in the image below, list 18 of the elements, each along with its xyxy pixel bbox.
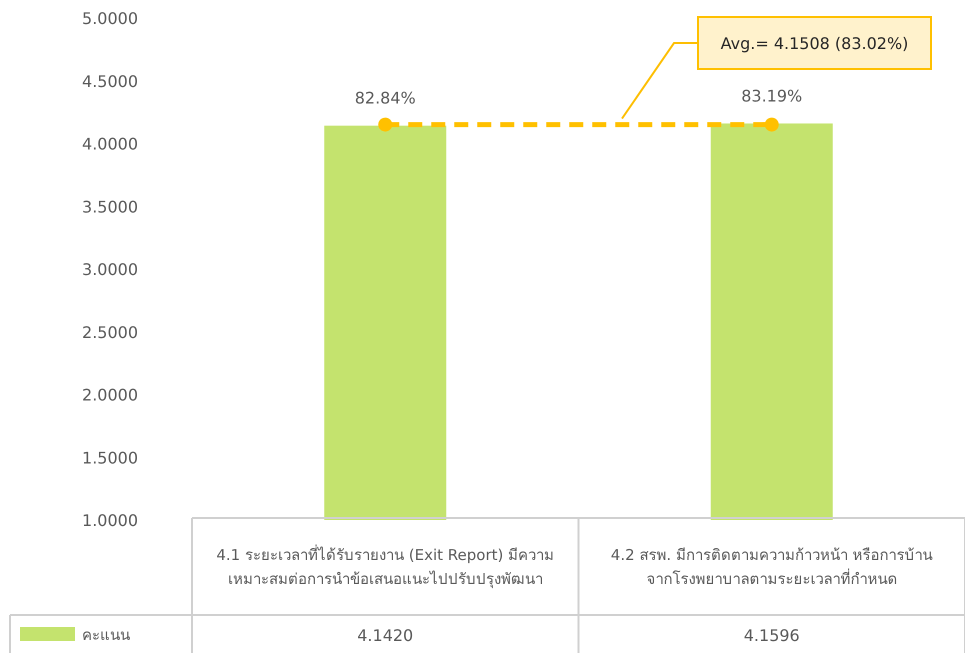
x-tick-label: 4.1 ระยะเวลาที่ได้รับรายงาน (Exit Report) มีความเหมาะสมต่อการนำข้อเสนอแนะไปปรับปรุงพัฒนา: [215, 544, 556, 590]
legend-label: คะแนน: [82, 626, 130, 644]
annotation: 83.19%: [741, 86, 802, 106]
y-tick-label: 1.0000: [82, 511, 138, 530]
x-tick-label: 4.2 สรพ. มีการติดตามความก้าวหน้า หรือการบ้านจากโรงพยาบาลตามระยะเวลาที่กำหนด: [610, 544, 934, 590]
y-tick-label: 5.0000: [82, 9, 138, 28]
y-tick-label: 1.5000: [82, 448, 138, 468]
data-label: 4.1420: [357, 626, 414, 645]
y-tick-label: 3.0000: [82, 260, 138, 279]
y-tick-label: 2.0000: [82, 386, 138, 404]
y-tick-label: 2.5000: [82, 322, 138, 342]
annotation: 82.84%: [354, 88, 416, 108]
annotation: Avg.= 4.1508 (83.02%): [720, 34, 908, 53]
legend: คะแนน: [20, 626, 130, 644]
y-tick-label: 3.5000: [82, 197, 138, 216]
y-tick-label: 4.5000: [82, 72, 138, 91]
data-label: 4.1596: [744, 626, 800, 645]
y-tick-label: 4.0000: [82, 134, 138, 154]
